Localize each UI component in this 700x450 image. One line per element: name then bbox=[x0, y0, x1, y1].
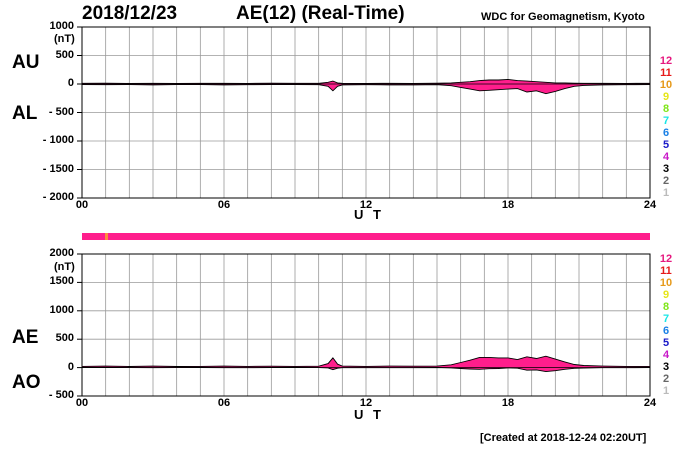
bottom-x-tick-label: 24 bbox=[630, 397, 670, 409]
legend-station-1: 1 bbox=[656, 187, 676, 199]
top-unit-label: (nT) bbox=[54, 33, 75, 45]
bottom-x-tick-label: 00 bbox=[62, 397, 102, 409]
legend-station-6: 6 bbox=[656, 127, 676, 139]
legend-station-8: 8 bbox=[656, 103, 676, 115]
top-x-tick-label: 18 bbox=[488, 199, 528, 211]
legend-station-3: 3 bbox=[656, 163, 676, 175]
top-x-tick-label: 12 bbox=[346, 199, 386, 211]
bottom-x-tick-label: 06 bbox=[204, 397, 244, 409]
bottom-y-tick-label: 2000 bbox=[50, 247, 74, 259]
legend-station-9: 9 bbox=[656, 91, 676, 103]
legend-station-7: 7 bbox=[656, 115, 676, 127]
legend-station-5: 5 bbox=[656, 337, 676, 349]
legend-station-2: 2 bbox=[656, 373, 676, 385]
legend-station-4: 4 bbox=[656, 349, 676, 361]
data-availability-bar bbox=[82, 233, 650, 240]
legend-station-11: 11 bbox=[656, 67, 676, 79]
legend-station-12: 12 bbox=[656, 253, 676, 265]
legend-station-2: 2 bbox=[656, 175, 676, 187]
bottom-x-tick-label: 12 bbox=[346, 397, 386, 409]
top-y-tick-label: 0 bbox=[68, 77, 74, 89]
created-timestamp: [Created at 2018-12-24 02:20UT] bbox=[480, 432, 646, 444]
station-legend-top: 12 11 10 9 8 7 6 5 4 3 2 1 bbox=[656, 55, 676, 199]
legend-station-11: 11 bbox=[656, 265, 676, 277]
legend-station-3: 3 bbox=[656, 361, 676, 373]
top-x-tick-label: 00 bbox=[62, 199, 102, 211]
legend-station-1: 1 bbox=[656, 385, 676, 397]
ae-label: AE bbox=[12, 327, 38, 349]
bottom-unit-label: (nT) bbox=[54, 261, 75, 273]
al-label: AL bbox=[12, 103, 37, 125]
au-label: AU bbox=[12, 52, 39, 74]
ao-label: AO bbox=[12, 372, 41, 394]
top-y-tick-label: - 1000 bbox=[43, 134, 74, 146]
plot-date: 2018/12/23 bbox=[82, 3, 177, 25]
legend-station-5: 5 bbox=[656, 139, 676, 151]
legend-station-7: 7 bbox=[656, 313, 676, 325]
plot-title: AE(12) (Real-Time) bbox=[236, 3, 405, 25]
top-y-tick-label: - 500 bbox=[49, 106, 74, 118]
top-x-tick-label: 24 bbox=[630, 199, 670, 211]
bottom-y-tick-label: 1000 bbox=[50, 304, 74, 316]
bottom-y-tick-label: 1500 bbox=[50, 275, 74, 287]
legend-station-12: 12 bbox=[656, 55, 676, 67]
legend-station-10: 10 bbox=[656, 79, 676, 91]
legend-station-4: 4 bbox=[656, 151, 676, 163]
legend-station-10: 10 bbox=[656, 277, 676, 289]
data-source-label: WDC for Geomagnetism, Kyoto bbox=[481, 11, 645, 23]
legend-station-9: 9 bbox=[656, 289, 676, 301]
legend-station-6: 6 bbox=[656, 325, 676, 337]
bottom-y-tick-label: 0 bbox=[68, 361, 74, 373]
top-y-tick-label: - 1500 bbox=[43, 163, 74, 175]
bottom-y-tick-label: 500 bbox=[56, 332, 74, 344]
top-y-tick-label: 500 bbox=[56, 49, 74, 61]
bottom-x-axis-label: U T bbox=[354, 407, 384, 422]
data-availability-mark bbox=[105, 233, 108, 240]
station-legend-bottom: 12 11 10 9 8 7 6 5 4 3 2 1 bbox=[656, 253, 676, 397]
legend-station-8: 8 bbox=[656, 301, 676, 313]
bottom-x-tick-label: 18 bbox=[488, 397, 528, 409]
top-y-tick-label: 1000 bbox=[50, 20, 74, 32]
top-x-tick-label: 06 bbox=[204, 199, 244, 211]
